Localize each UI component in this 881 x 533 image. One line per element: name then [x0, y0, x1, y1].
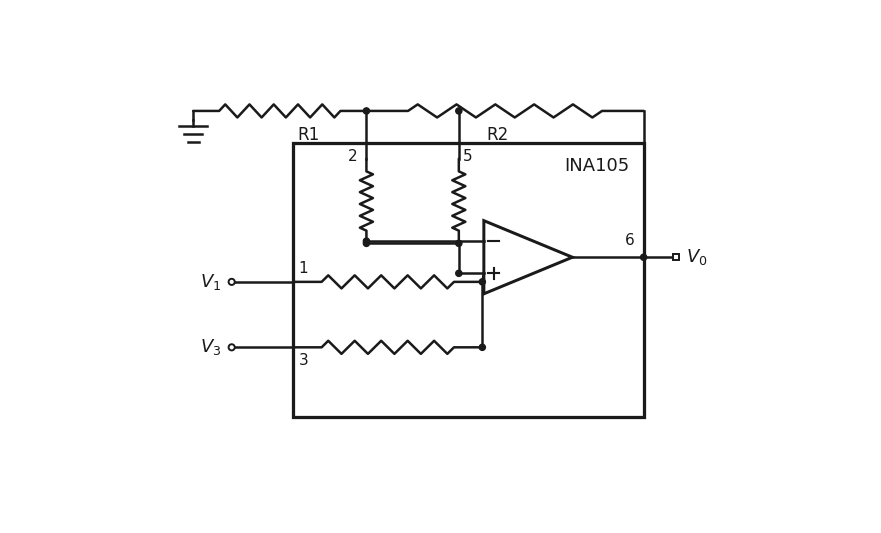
- Text: $V_1$: $V_1$: [201, 272, 222, 292]
- Bar: [673, 254, 679, 260]
- Circle shape: [455, 240, 462, 246]
- Circle shape: [363, 238, 369, 244]
- Text: $V_3$: $V_3$: [200, 337, 222, 357]
- Circle shape: [228, 279, 234, 285]
- Circle shape: [479, 344, 485, 350]
- Text: $V_0$: $V_0$: [686, 247, 707, 267]
- Circle shape: [455, 270, 462, 277]
- Text: R2: R2: [486, 126, 508, 144]
- Text: 6: 6: [625, 233, 634, 248]
- Bar: [293, 143, 644, 417]
- Text: 2: 2: [348, 149, 357, 164]
- Text: INA105: INA105: [565, 157, 630, 175]
- Circle shape: [479, 279, 485, 285]
- Circle shape: [363, 240, 369, 246]
- Text: 1: 1: [299, 262, 308, 277]
- Circle shape: [455, 108, 462, 114]
- Circle shape: [363, 108, 369, 114]
- Text: R1: R1: [298, 126, 320, 144]
- Circle shape: [640, 254, 647, 260]
- Text: 5: 5: [463, 149, 472, 164]
- Text: 3: 3: [299, 353, 308, 368]
- Circle shape: [228, 344, 234, 350]
